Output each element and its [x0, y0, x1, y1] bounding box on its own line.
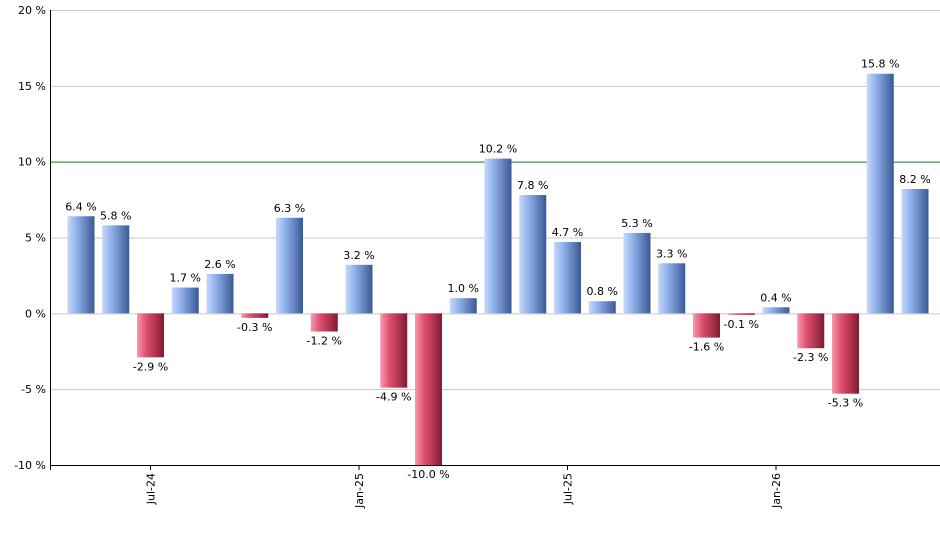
data-label: 4.7 % [552, 226, 583, 239]
bar [380, 313, 408, 388]
data-labels: 6.4 % 5.8 % -2.9 % 1.7 %2.6 % -0.3 % 6.3 % -1.… [65, 58, 930, 481]
bar [310, 313, 338, 332]
bar [797, 313, 825, 349]
data-label: 0.8 % [587, 285, 618, 298]
bar [206, 273, 234, 314]
data-label: 7.8 % [517, 179, 548, 192]
bar [484, 158, 512, 314]
data-label: 3.3 % [656, 247, 687, 260]
bar [276, 217, 303, 314]
y-tick-label: 15 % [18, 80, 46, 93]
data-label: 10.2 % [479, 143, 517, 156]
data-label: 6.4 % [65, 200, 96, 213]
bar [415, 313, 442, 465]
x-tick-label: Jan-25 [353, 473, 366, 509]
y-tick-label: -5 % [21, 383, 46, 396]
y-tick-label: 20 % [18, 4, 46, 17]
x-tick-label: Jul-24 [145, 473, 158, 505]
bar [623, 232, 651, 314]
data-label: 15.8 % [861, 58, 899, 71]
data-label: 5.8 % [100, 209, 131, 222]
data-label: 1.0 % [448, 282, 479, 295]
bar [345, 264, 373, 314]
data-label: -4.9 % [376, 391, 411, 404]
data-label: 5.3 % [621, 217, 652, 230]
y-tick-label: 10 % [18, 156, 46, 169]
data-label: 2.6 % [204, 258, 235, 271]
bar [762, 307, 790, 314]
x-tick-label: Jan-26 [770, 473, 783, 509]
data-label: -0.3 % [237, 321, 272, 334]
bar [102, 225, 130, 314]
data-label: -2.9 % [133, 360, 168, 373]
bars [67, 73, 929, 465]
bar [832, 313, 859, 394]
bar [554, 242, 581, 314]
data-label: -1.2 % [307, 335, 342, 348]
bar [866, 73, 894, 314]
bar [171, 287, 199, 314]
data-label: 0.4 % [760, 291, 791, 304]
bar [588, 301, 616, 314]
bar [727, 313, 755, 315]
y-tick-label: 0 % [25, 307, 46, 320]
bar [519, 195, 547, 314]
data-label: -10.0 % [407, 468, 449, 481]
data-label: -0.1 % [724, 318, 759, 331]
y-tick-label: 5 % [25, 232, 46, 245]
data-label: -5.3 % [828, 397, 863, 410]
bar [241, 313, 269, 318]
bar [67, 216, 95, 314]
data-label: -2.3 % [793, 351, 828, 364]
y-tick-label: -10 % [14, 459, 46, 472]
data-label: 6.3 % [274, 202, 305, 215]
bar [693, 313, 720, 338]
data-label: 8.2 % [899, 173, 930, 186]
axes: -10 % -5 % 0 % 5 % 10 % 15 % 20 % Jul-24 Jan-25 J… [14, 4, 940, 509]
x-tick-label: Jul-25 [562, 473, 575, 505]
data-label: 1.7 % [170, 272, 201, 285]
data-label: -1.6 % [689, 341, 724, 354]
bar [137, 313, 164, 358]
data-label: 3.2 % [343, 249, 374, 262]
bar [901, 188, 929, 314]
bar [449, 298, 477, 314]
bar [658, 263, 686, 314]
